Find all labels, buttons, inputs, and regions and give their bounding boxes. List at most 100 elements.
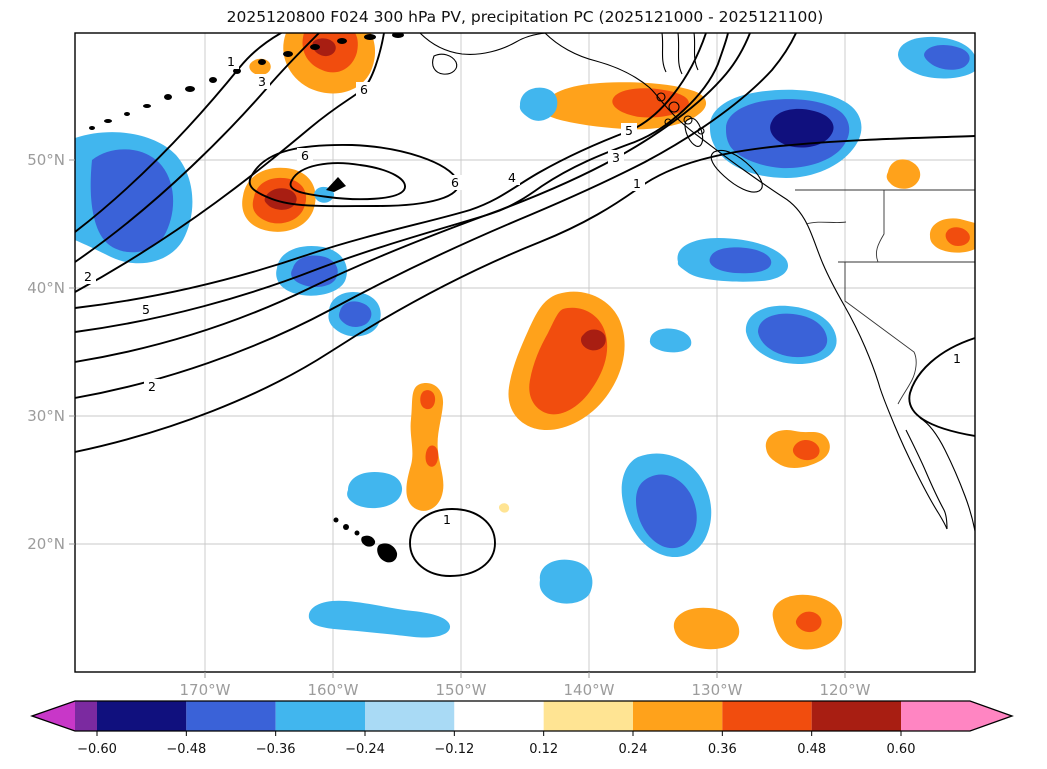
anomaly-pos-153w-spot-south (425, 445, 439, 467)
coastlines (89, 33, 975, 563)
colorbar-segment-pos4 (811, 701, 901, 731)
anomaly-pos-aleutian-max (312, 38, 336, 57)
pv-contour-6-inner-loop (289, 162, 406, 201)
anomaly-pos-central-pacific-max (581, 329, 606, 351)
pv-contour-1-hawaii-loop (409, 508, 496, 577)
coast-vancouver-island (710, 149, 763, 193)
colorbar-tick-label: 0.12 (529, 742, 558, 757)
coast-baja-west (893, 423, 948, 530)
contour-label: 1 (633, 176, 641, 191)
coast-kodiak-island (432, 53, 458, 75)
contour-label-box (80, 269, 96, 284)
colorbar-segment-pos2 (633, 701, 723, 731)
colorbar-tick-label: 0.36 (708, 742, 737, 757)
pv-contours (75, 33, 975, 577)
anomaly-neg-bc-max (770, 108, 834, 148)
small-island-160w (326, 177, 346, 192)
anomaly-neg-134w23n-core (636, 474, 697, 549)
x-tick-label: 140°W (564, 681, 615, 699)
anomaly-neg-162w41n-core (291, 255, 338, 288)
colorbar-segment-neg5 (75, 701, 97, 731)
coast-se-ak-island-1 (656, 92, 666, 102)
anomaly-neg-134w36n (649, 328, 692, 353)
contour-label: 1 (227, 54, 235, 69)
contour-label-box (356, 82, 372, 97)
colorbar-segment-pos3 (722, 701, 812, 731)
contour-label-box (447, 175, 463, 190)
x-tick-label: 130°W (692, 681, 743, 699)
contour-label: 5 (625, 123, 633, 138)
anomaly-pos-153w-spot-north (420, 390, 436, 410)
contour-label: 6 (451, 175, 459, 190)
x-tick-label: 120°W (820, 681, 871, 699)
contour-label: 4 (508, 170, 516, 185)
anomaly-pos-central-north-max (264, 188, 297, 210)
contour-label-box (504, 170, 520, 185)
coast-fjord-3 (693, 33, 699, 71)
contour-label-box (608, 150, 624, 165)
pv-contour-3 (75, 33, 751, 363)
contour-label-box (138, 302, 154, 317)
x-tick-label: 150°W (436, 681, 487, 699)
colorbar-segment-neg4 (97, 701, 187, 731)
colorbar-tick-label: 0.24 (619, 742, 648, 757)
y-tick-label: 20°N (27, 535, 65, 553)
colorbar-tick-label: 0.48 (797, 742, 826, 757)
plot-frame (74, 32, 976, 673)
contour-label-box (629, 176, 645, 191)
pv-contour-2 (75, 33, 797, 399)
colorbar-tick-label: −0.36 (256, 742, 296, 757)
coast-gulf-mainland (919, 417, 975, 532)
colorbar-segment-zero (454, 701, 544, 731)
pv-contour-1-south (75, 135, 975, 453)
colorbar-segment-neg3 (186, 701, 276, 731)
pv-contour-5 (75, 33, 707, 309)
hawaiian-islands (333, 517, 398, 563)
anomaly-neg-156w14n (308, 600, 451, 638)
anomaly-fills (75, 33, 975, 650)
border-wa-id (875, 190, 885, 263)
coast-se-ak-island-3 (683, 115, 693, 125)
anomaly-pos-111w44n-core (945, 227, 970, 246)
x-tick-label: 160°W (308, 681, 359, 699)
chart-title: 2025120800 F024 300 hPa PV, precipitatio… (227, 8, 824, 26)
contour-label: 2 (84, 269, 92, 284)
contour-label: 3 (258, 74, 266, 89)
contour-label: 1 (443, 512, 451, 527)
colorbar-tick-label: −0.48 (166, 742, 206, 757)
contour-label-box (297, 148, 313, 163)
colorbar-tick-label: −0.12 (434, 742, 474, 757)
pv-contour-6-northwest (75, 33, 385, 293)
contour-label-box (144, 379, 160, 394)
colorbar-segment-neg1 (365, 701, 455, 731)
anomaly-neg-california-core (758, 313, 828, 358)
pv-contour-3-northwest (75, 33, 320, 263)
coast-fjord-1 (661, 33, 667, 73)
x-axis: 170°W 160°W 150°W 140°W 130°W 120°W (180, 672, 871, 699)
y-tick-label: 30°N (27, 407, 65, 425)
pv-contour-1-northwest (75, 33, 282, 233)
contour-label-box (254, 74, 270, 89)
contour-label: 6 (301, 148, 309, 163)
pv-contour-6-outer-loop (248, 143, 460, 208)
pv-contour-1-baja (908, 337, 975, 437)
anomaly-neg-158w38n-core (339, 301, 372, 327)
contour-label: 6 (360, 82, 368, 97)
anomaly-pos-weak-fleck (498, 503, 510, 513)
coast-alaska-peninsula (419, 33, 547, 55)
border-wa-or (805, 221, 847, 225)
contour-label: 5 (142, 302, 150, 317)
coast-haida-gwaii (684, 117, 704, 147)
colorbar-tick-label: 0.60 (887, 742, 916, 757)
contour-label: 1 (953, 351, 961, 366)
anomaly-neg-oregon-core (709, 247, 772, 274)
y-tick-label: 50°N (27, 151, 65, 169)
anomaly-pos-153w-column (406, 383, 444, 511)
anomaly-neg-113w58n-core (924, 44, 970, 70)
contour-label-box (949, 351, 965, 366)
colorbar: −0.60 −0.48 −0.36 −0.24 −0.12 0.12 0.24 0.36 0.4… (30, 700, 1014, 757)
contour-label: 2 (148, 379, 156, 394)
